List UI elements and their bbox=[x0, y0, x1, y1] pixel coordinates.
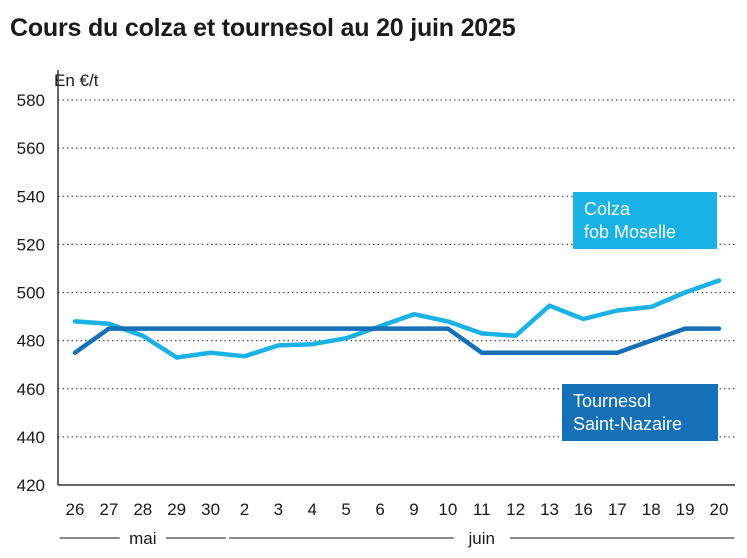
x-tick-label: 26 bbox=[66, 500, 85, 519]
x-tick-label: 4 bbox=[308, 500, 317, 519]
y-axis: 420 440 460 480 500 520 540 560 580 bbox=[17, 70, 735, 495]
x-tick-label: 17 bbox=[608, 500, 627, 519]
series-label-text: Saint-Nazaire bbox=[573, 414, 682, 434]
y-unit-label: En €/t bbox=[54, 71, 99, 90]
month-labels: mai juin bbox=[59, 529, 735, 548]
y-tick-label: 480 bbox=[17, 332, 45, 351]
y-tick-label: 560 bbox=[17, 139, 45, 158]
x-tick-label: 5 bbox=[341, 500, 350, 519]
chart-title: Cours du colza et tournesol au 20 juin 2… bbox=[10, 14, 516, 42]
x-axis: 26 27 28 29 30 2 3 4 5 6 9 10 11 12 13 16 17 18 19 20 bbox=[66, 500, 729, 519]
y-tick-label: 420 bbox=[17, 476, 45, 495]
y-tick-label: 460 bbox=[17, 380, 45, 399]
x-tick-label: 10 bbox=[438, 500, 457, 519]
x-tick-label: 13 bbox=[540, 500, 559, 519]
y-tick-label: 500 bbox=[17, 284, 45, 303]
x-tick-label: 9 bbox=[409, 500, 418, 519]
x-tick-label: 12 bbox=[506, 500, 525, 519]
y-tick-label: 540 bbox=[17, 187, 45, 206]
series-label-box bbox=[573, 192, 717, 249]
series-label-0: Colza fob Moselle bbox=[573, 192, 717, 249]
series-lines bbox=[72, 278, 722, 360]
grid-lines bbox=[58, 99, 735, 438]
y-tick-label: 520 bbox=[17, 235, 45, 254]
x-tick-label: 18 bbox=[642, 500, 661, 519]
series-line-1 bbox=[72, 326, 722, 355]
series-label-text: Tournesol bbox=[573, 391, 651, 411]
y-tick-label: 580 bbox=[17, 91, 45, 110]
x-tick-label: 2 bbox=[240, 500, 249, 519]
series-labels: Colza fob Moselle Tournesol Saint-Nazaire bbox=[562, 192, 718, 441]
series-line-0 bbox=[72, 278, 722, 360]
x-tick-label: 27 bbox=[99, 500, 118, 519]
series-label-1: Tournesol Saint-Nazaire bbox=[562, 384, 718, 441]
series-label-text: fob Moselle bbox=[584, 222, 676, 242]
x-tick-label: 20 bbox=[710, 500, 729, 519]
month-label: juin bbox=[468, 529, 495, 548]
x-tick-label: 11 bbox=[473, 500, 491, 519]
x-tick-label: 3 bbox=[274, 500, 283, 519]
x-tick-label: 30 bbox=[201, 500, 220, 519]
x-tick-label: 16 bbox=[574, 500, 593, 519]
series-label-box bbox=[562, 384, 718, 441]
x-tick-label: 6 bbox=[375, 500, 384, 519]
y-tick-label: 440 bbox=[17, 428, 45, 447]
x-tick-label: 19 bbox=[676, 500, 695, 519]
series-label-text: Colza bbox=[584, 199, 631, 219]
x-tick-label: 28 bbox=[133, 500, 152, 519]
x-tick-label: 29 bbox=[167, 500, 186, 519]
month-label: mai bbox=[129, 529, 156, 548]
